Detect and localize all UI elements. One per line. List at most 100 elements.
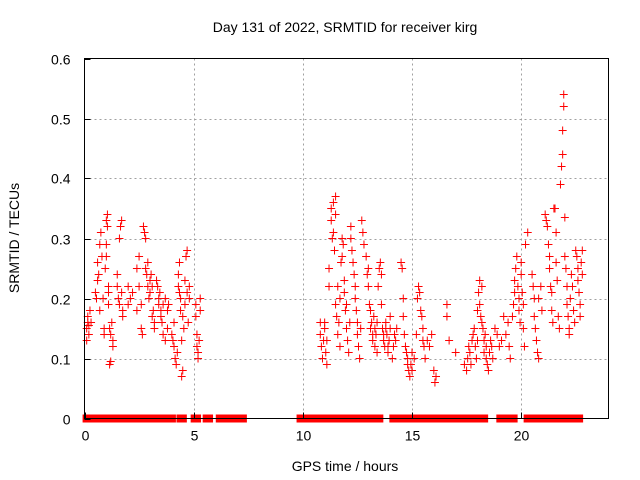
data-point: [573, 276, 582, 285]
data-point: [412, 330, 421, 339]
data-point: [425, 342, 434, 351]
data-point: [511, 264, 520, 273]
data-point: [564, 312, 573, 321]
data-point: [376, 258, 385, 267]
data-point: [331, 210, 340, 219]
data-point: [541, 210, 550, 219]
data-point: [405, 372, 414, 381]
data-point: [559, 90, 568, 99]
data-point: [346, 234, 355, 243]
data-point: [528, 270, 537, 279]
data-point: [391, 336, 400, 345]
data-point: [565, 330, 574, 339]
y-tick-label: 0.5: [51, 112, 71, 128]
data-point: [143, 258, 152, 267]
data-point: [386, 312, 395, 321]
data-point: [486, 336, 495, 345]
data-point: [196, 306, 205, 315]
data-point: [184, 318, 193, 327]
data-point: [349, 258, 358, 267]
data-point: [332, 312, 341, 321]
data-point: [510, 276, 519, 285]
data-point: [185, 294, 194, 303]
data-point: [147, 270, 156, 279]
data-point: [514, 294, 523, 303]
data-point: [170, 318, 179, 327]
data-point: [430, 378, 439, 387]
data-point: [103, 222, 112, 231]
data-point: [183, 246, 192, 255]
data-point: [568, 282, 577, 291]
data-point: [520, 342, 529, 351]
data-point: [417, 312, 426, 321]
data-point: [343, 336, 352, 345]
data-point: [139, 222, 148, 231]
data-point: [363, 270, 372, 279]
data-point: [178, 312, 187, 321]
data-point: [356, 324, 365, 333]
data-point: [371, 330, 380, 339]
data-point: [95, 306, 104, 315]
data-point: [191, 300, 200, 309]
data-point: [558, 150, 567, 159]
data-point: [487, 342, 496, 351]
data-point: [410, 354, 419, 363]
data-point: [557, 162, 566, 171]
data-point: [366, 306, 375, 315]
data-point: [484, 366, 493, 375]
data-point: [345, 318, 354, 327]
data-point: [352, 306, 361, 315]
data-point: [161, 336, 170, 345]
data-point: [392, 324, 401, 333]
data-point: [415, 288, 424, 297]
data-point: [340, 276, 349, 285]
data-point: [517, 258, 526, 267]
y-tick-label: 0.4: [51, 171, 71, 187]
data-point: [144, 294, 153, 303]
data-point: [327, 204, 336, 213]
data-point: [177, 336, 186, 345]
data-point: [475, 276, 484, 285]
data-point: [543, 222, 552, 231]
data-point: [341, 306, 350, 315]
y-tick-label: 0.2: [51, 292, 71, 308]
x-axis: 0 5 10 15 20: [82, 412, 529, 444]
data-point: [320, 318, 329, 327]
data-point: [194, 348, 203, 357]
data-point: [113, 282, 122, 291]
data-point: [558, 126, 567, 135]
data-point: [400, 330, 409, 339]
data-point: [146, 288, 154, 297]
data-point: [429, 366, 438, 375]
data-point: [102, 240, 111, 249]
data-point: [470, 324, 479, 333]
data-point: [508, 312, 517, 321]
data-point: [104, 288, 113, 297]
data-point: [421, 354, 430, 363]
data-point: [153, 282, 162, 291]
data-point: [176, 294, 185, 303]
data-point: [569, 306, 578, 315]
data-point: [373, 318, 382, 327]
data-point: [106, 330, 115, 339]
data-point: [536, 282, 545, 291]
data-point: [531, 324, 540, 333]
data-point: [91, 288, 100, 297]
data-point: [192, 342, 201, 351]
data-point: [365, 300, 374, 309]
data-point: [388, 354, 397, 363]
data-point: [328, 234, 337, 243]
data-point: [192, 330, 201, 339]
data-point: [337, 258, 346, 267]
data-point: [115, 300, 124, 309]
data-point: [576, 300, 585, 309]
data-point: [362, 252, 371, 261]
data-point: [485, 348, 494, 357]
data-point: [135, 252, 144, 261]
data-point: [546, 282, 555, 291]
data-point: [519, 324, 528, 333]
data-point: [510, 288, 519, 297]
data-point: [135, 282, 144, 291]
data-point: [87, 318, 96, 327]
data-point: [533, 348, 542, 357]
